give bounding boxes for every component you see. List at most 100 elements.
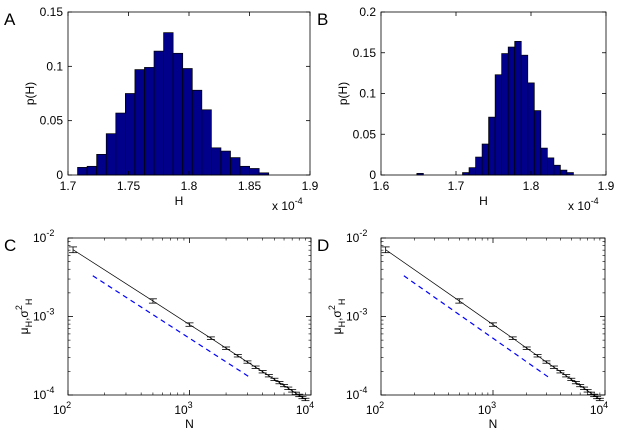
error-bar <box>148 298 157 304</box>
tick-base: 10 <box>33 231 47 245</box>
tick-exponent: 3 <box>491 400 496 410</box>
histogram-bar <box>501 53 509 176</box>
y-tick-label: 10-4 <box>33 385 54 402</box>
y-tick-label: 10-3 <box>33 307 54 324</box>
tick-base: 10 <box>590 403 604 417</box>
tick-exponent: -2 <box>359 228 367 238</box>
y-tick-label: 0.2 <box>359 5 376 19</box>
variance-dashed-line <box>403 275 550 379</box>
x-tick-label: 1.85 <box>238 179 262 193</box>
error-bar <box>233 354 242 358</box>
panel-label: A <box>4 10 16 29</box>
x-multiplier: x 10-4 <box>568 196 599 213</box>
x-axis-label: H <box>175 194 184 208</box>
histogram-bar <box>172 52 184 176</box>
y-axis-label: μH,σ2H <box>14 299 34 335</box>
error-bar <box>258 370 267 374</box>
ylabel-sub: H <box>337 299 347 306</box>
histogram-bar <box>527 82 535 176</box>
ylabel-sigma: ,σ <box>17 310 31 321</box>
x-multiplier-base: x 10 <box>272 199 295 213</box>
panel-b: B 1.6 1.7 1.8 1.9 0 0.05 0.1 0.15 0.2 x 10-4 Hp(H) <box>317 5 615 213</box>
tick-base: 10 <box>33 310 47 324</box>
histogram-bar <box>249 168 260 176</box>
error-bar <box>533 354 542 358</box>
tick-exponent: -3 <box>359 307 367 317</box>
histogram-bar <box>115 112 126 176</box>
histogram-bar <box>105 133 117 176</box>
error-bar <box>571 381 580 385</box>
tick-base: 10 <box>174 403 188 417</box>
y-axis-label: μH,σ2H <box>327 299 347 335</box>
tick-base: 10 <box>346 231 360 245</box>
histogram-bar <box>230 157 241 176</box>
histogram-bar <box>494 74 503 176</box>
ticks: 1.6 1.7 1.8 1.9 0 0.05 0.1 0.15 0.2 <box>353 5 615 193</box>
histogram-bar <box>134 69 145 176</box>
tick-exponent: 2 <box>379 400 384 410</box>
histogram-bar <box>239 165 250 176</box>
tick-exponent: 2 <box>66 400 71 410</box>
histogram-bar <box>468 167 476 176</box>
error-bar <box>489 322 497 327</box>
histogram-bar <box>211 147 222 176</box>
histogram-bar <box>191 89 203 176</box>
ylabel-sup: 2 <box>327 305 337 310</box>
x-tick-label: 103 <box>478 400 496 417</box>
histogram-bar <box>77 167 88 176</box>
y-tick-label: 10-3 <box>346 307 367 324</box>
histogram-bar <box>201 109 212 176</box>
panel-a: A 1.7 1.75 1.8 1.85 1.9 0 0.05 0.1 0.15 x 10-4 Hp(H… <box>4 5 319 213</box>
x-axis-label: N <box>185 417 194 431</box>
histogram-bar <box>96 154 107 176</box>
y-axis-label: p(H) <box>336 82 350 105</box>
mean-series <box>69 246 310 402</box>
error-bar <box>264 374 273 378</box>
x-multiplier-base: x 10 <box>568 199 591 213</box>
histogram-bar <box>182 68 193 176</box>
tick-base: 10 <box>346 388 360 402</box>
ticks: 1.7 1.75 1.8 1.85 1.9 0 0.05 0.1 0.15 <box>40 5 319 193</box>
histogram-bar <box>546 157 555 176</box>
histogram-bars <box>416 40 574 176</box>
tick-exponent: 3 <box>188 400 193 410</box>
tick-exponent: -2 <box>46 228 54 238</box>
error-bar <box>275 381 284 385</box>
x-tick-label: 1.75 <box>117 179 141 193</box>
error-bar <box>243 360 252 364</box>
y-tick-label: 10-2 <box>346 228 367 245</box>
y-tick-label: 0.05 <box>40 114 64 128</box>
x-multiplier-exponent: -4 <box>591 196 599 206</box>
error-bar <box>288 389 297 393</box>
error-bar <box>69 246 78 254</box>
y-tick-label: 0 <box>369 168 376 182</box>
tick-exponent: -4 <box>359 385 367 395</box>
x-tick-label: 1.8 <box>523 179 540 193</box>
error-bar <box>251 365 260 369</box>
histogram-bar <box>125 93 136 176</box>
error-bar <box>284 386 293 390</box>
tick-exponent: -4 <box>46 385 54 395</box>
x-tick-label: 104 <box>590 400 608 417</box>
histogram-bar <box>488 116 496 176</box>
x-tick-label: 104 <box>296 400 314 417</box>
histogram-bar <box>144 67 155 176</box>
x-tick-label: 1.8 <box>181 179 198 193</box>
ylabel-sub: H <box>24 321 34 328</box>
error-bar <box>301 397 310 402</box>
error-bar <box>185 322 194 327</box>
error-bar <box>562 374 571 378</box>
y-tick-label: 10-2 <box>33 228 54 245</box>
y-tick-label: 10-4 <box>346 385 367 402</box>
error-bar <box>206 336 215 340</box>
y-tick-label: 0.05 <box>353 127 377 141</box>
histogram-bar <box>560 169 568 176</box>
x-tick-label: 1.7 <box>60 179 77 193</box>
panel-label: C <box>4 236 16 255</box>
y-tick-label: 0.1 <box>359 87 376 101</box>
tick-exponent: 4 <box>603 400 608 410</box>
